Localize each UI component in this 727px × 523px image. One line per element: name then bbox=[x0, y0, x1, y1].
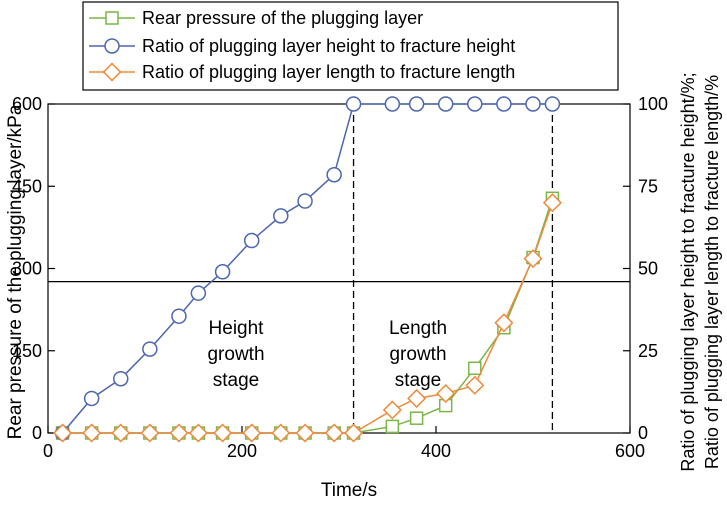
series-1-point-15 bbox=[467, 96, 483, 112]
series-2-point-15 bbox=[465, 375, 485, 395]
y-right-tick-label-4: 100 bbox=[638, 94, 668, 114]
series-2-point-4 bbox=[169, 423, 189, 443]
series-0-point-12 bbox=[385, 419, 400, 434]
legend-item-length-ratio: Ratio of plugging layer length to fractu… bbox=[89, 62, 515, 82]
legend-label-length-ratio: Ratio of plugging layer length to fractu… bbox=[142, 62, 515, 82]
series-2-point-8 bbox=[271, 423, 291, 443]
legend-box bbox=[82, 1, 619, 91]
stage1-line2: growth bbox=[207, 344, 264, 365]
series-1-point-6 bbox=[214, 264, 231, 280]
series-0-point-15 bbox=[468, 361, 482, 376]
series-2-point-7 bbox=[242, 423, 262, 443]
y-left-tick-label-0: 0 bbox=[32, 423, 42, 443]
x-tick-label-3: 600 bbox=[615, 441, 645, 461]
x-axis-label: Time/s bbox=[321, 480, 377, 501]
y-left-tick-label-1: 150 bbox=[12, 341, 42, 361]
series-2-point-17 bbox=[523, 249, 543, 269]
x-tick-label-1: 200 bbox=[227, 441, 257, 461]
series-1-point-10 bbox=[326, 166, 342, 183]
legend-square-marker-icon bbox=[105, 11, 119, 25]
series-1-point-3 bbox=[142, 341, 158, 357]
series-2-point-2 bbox=[111, 423, 131, 443]
y-left-axis-label: Rear pressure of the plugging layer/kPa bbox=[5, 104, 26, 439]
series-line-0 bbox=[62, 198, 554, 434]
stage2-line3: stage bbox=[395, 370, 441, 391]
series-2-point-10 bbox=[324, 423, 344, 443]
series-1-point-18 bbox=[544, 96, 561, 112]
stage1-line3: stage bbox=[213, 370, 259, 391]
series-2-point-12 bbox=[382, 400, 402, 420]
legend-label-height-ratio: Ratio of plugging layer height to fractu… bbox=[142, 36, 515, 56]
series-2-point-9 bbox=[295, 423, 315, 443]
plot-frame bbox=[47, 103, 631, 434]
series-1-point-1 bbox=[83, 390, 100, 407]
series-2-point-6 bbox=[213, 423, 233, 443]
y-right-axis-label-line1: Ratio of plugging layer height to fractu… bbox=[678, 72, 698, 471]
legend-item-height-ratio: Ratio of plugging layer height to fractu… bbox=[89, 36, 515, 56]
legend-diamond-marker-icon bbox=[102, 62, 122, 82]
series-2-point-3 bbox=[140, 423, 160, 443]
series-1-point-8 bbox=[273, 208, 289, 224]
legend-label-rear-pressure: Rear pressure of the plugging layer bbox=[142, 8, 423, 28]
series-2-point-5 bbox=[188, 423, 208, 443]
x-tick-label-2: 400 bbox=[421, 441, 451, 461]
guide-lines bbox=[48, 104, 630, 433]
series-1-point-13 bbox=[408, 96, 425, 112]
stage2-line2: growth bbox=[389, 344, 446, 365]
stage2-line1: Length bbox=[389, 318, 447, 339]
x-tick-label-0: 0 bbox=[43, 441, 53, 461]
series-1-point-16 bbox=[496, 96, 512, 112]
y-left-tick-label-3: 450 bbox=[12, 176, 42, 196]
series-2-point-11 bbox=[344, 423, 364, 443]
y-right-tick-label-0: 0 bbox=[638, 423, 648, 443]
series-1-point-17 bbox=[525, 96, 541, 112]
series-1-point-5 bbox=[190, 285, 207, 301]
series-2-point-13 bbox=[407, 388, 427, 409]
y-right-tick-label-2: 50 bbox=[638, 259, 658, 279]
series-layer bbox=[53, 96, 562, 443]
y-left-tick-label-2: 300 bbox=[12, 259, 42, 279]
y-right-tick-label-1: 25 bbox=[638, 341, 658, 361]
series-2-point-14 bbox=[436, 383, 456, 404]
series-1-point-9 bbox=[297, 193, 313, 209]
y-left-tick-label-4: 600 bbox=[12, 94, 42, 114]
stage1-line1: Height bbox=[209, 318, 265, 339]
series-2-point-0 bbox=[53, 423, 73, 443]
series-1-point-4 bbox=[171, 308, 187, 324]
series-0-point-13 bbox=[409, 411, 424, 425]
series-1-point-12 bbox=[384, 96, 401, 112]
series-2-point-1 bbox=[82, 423, 102, 443]
series-2-point-18 bbox=[542, 193, 562, 213]
legend-item-rear-pressure: Rear pressure of the plugging layer bbox=[89, 8, 423, 28]
y-right-axis-label-line2: Ratio of plugging layer length to fractu… bbox=[702, 75, 722, 469]
y-right-tick-label-3: 75 bbox=[638, 176, 658, 196]
legend-circle-marker-icon bbox=[104, 38, 120, 54]
series-1-point-14 bbox=[437, 96, 454, 112]
series-1-point-7 bbox=[243, 232, 260, 249]
series-line-2 bbox=[62, 202, 554, 434]
series-1-point-2 bbox=[113, 370, 129, 387]
legend: Rear pressure of the plugging layer Rati… bbox=[82, 1, 619, 91]
series-2-point-16 bbox=[494, 313, 514, 333]
series-1-point-11 bbox=[345, 96, 362, 112]
